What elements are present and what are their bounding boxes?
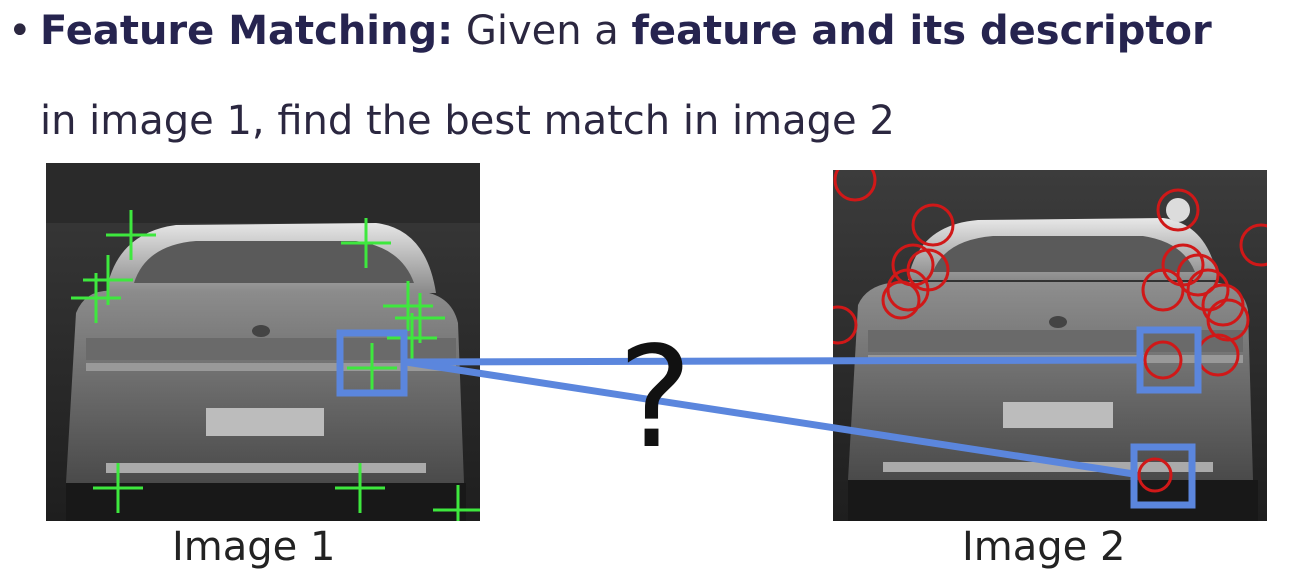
heading-text: Given a (453, 8, 632, 54)
heading-term: Feature Matching: (40, 8, 454, 54)
feature-crosses (71, 210, 480, 521)
image-2-caption: Image 2 (962, 524, 1126, 570)
query-feature-box (336, 329, 408, 397)
candidate-box-2 (1130, 443, 1196, 509)
image-1 (46, 163, 480, 521)
bullet-marker: • (8, 8, 32, 54)
car-image-1 (46, 163, 480, 521)
match-line-wrong (405, 358, 1135, 478)
heading-emphasis: feature and its descriptor (631, 8, 1212, 54)
feature-circles (833, 170, 1267, 493)
match-line-correct (405, 356, 1141, 366)
image-1-caption: Image 1 (172, 524, 336, 570)
slide-heading: • Feature Matching: Given a feature and i… (8, 8, 1212, 54)
question-mark: ? (618, 317, 692, 480)
candidate-box-1 (1136, 326, 1202, 394)
heading-continuation: in image 1, find the best match in image… (40, 98, 895, 144)
